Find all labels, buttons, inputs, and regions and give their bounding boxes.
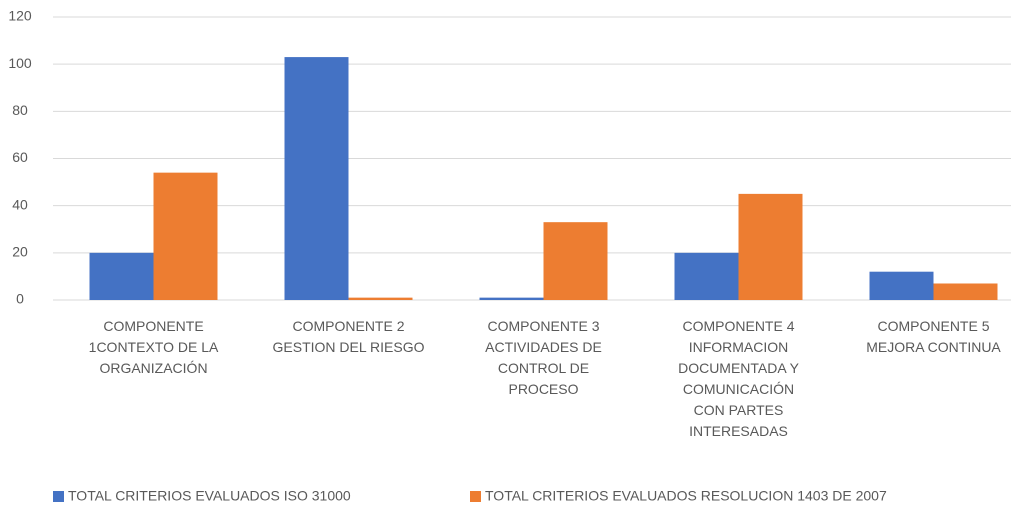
x-tick-label: COMPONENTE 1CONTEXTO DE LA ORGANIZACIÓN: [89, 318, 219, 376]
bar: [543, 222, 608, 300]
y-tick-label: 100: [8, 55, 32, 71]
legend-label: TOTAL CRITERIOS EVALUADOS RESOLUCION 140…: [485, 488, 887, 504]
bar: [153, 172, 218, 300]
x-tick-label: COMPONENTE 5 MEJORA CONTINUA: [866, 318, 1001, 355]
bar: [479, 297, 544, 300]
bar: [284, 57, 349, 300]
legend-swatch: [53, 491, 64, 502]
legend-label: TOTAL CRITERIOS EVALUADOS ISO 31000: [68, 488, 351, 504]
x-tick-label: COMPONENTE 2 GESTION DEL RIESGO: [273, 318, 425, 355]
y-tick-label: 40: [12, 196, 28, 212]
bar: [89, 252, 154, 300]
bar: [869, 271, 934, 300]
y-tick-label: 120: [8, 8, 32, 24]
y-tick-label: 0: [16, 291, 24, 307]
bar: [348, 297, 413, 300]
x-tick-label: COMPONENTE 4 INFORMACION DOCUMENTADA Y COMU…: [678, 318, 799, 439]
y-tick-label: 20: [12, 244, 28, 260]
y-tick-label: 80: [12, 102, 28, 118]
bar: [933, 283, 998, 300]
legend-swatch: [470, 491, 481, 502]
bar: [738, 193, 803, 300]
x-tick-label: COMPONENTE 3 ACTIVIDADES DE CONTROL DE PROC…: [485, 318, 602, 397]
bar: [674, 252, 739, 300]
y-tick-label: 60: [12, 149, 28, 165]
